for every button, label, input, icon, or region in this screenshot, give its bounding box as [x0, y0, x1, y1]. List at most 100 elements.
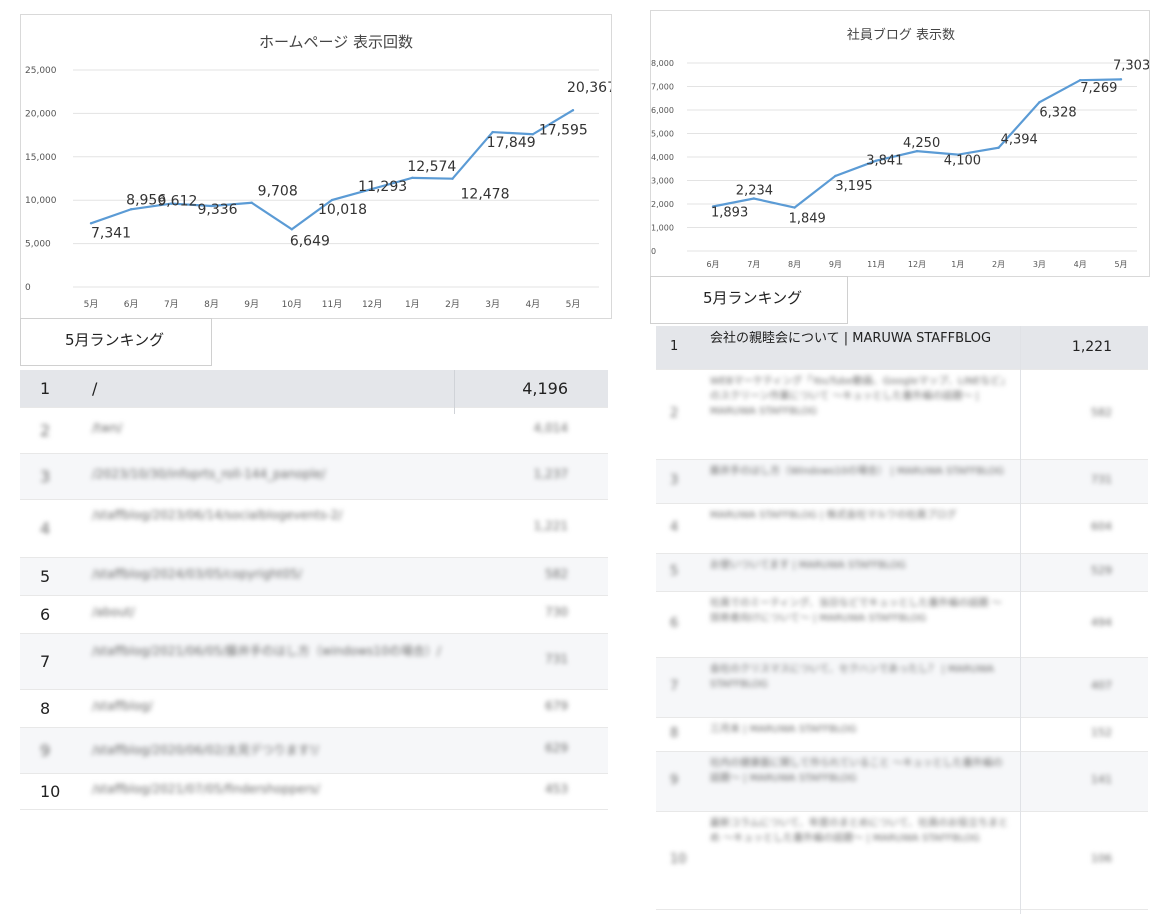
- ranking-rank: 8: [670, 726, 679, 741]
- ranking-path: /staffblog/2021/07/05/findershoppers/: [92, 782, 320, 796]
- ranking-row[interactable]: 9 社内の健康面に関して作られていること ～キュッとした番外編の話題～ | MAR…: [656, 752, 1148, 812]
- ranking-path: /staffblog/: [92, 699, 153, 713]
- blog-point: [793, 206, 796, 209]
- blog-point: [752, 197, 755, 200]
- ranking-row[interactable]: 7/staffblog/2021/06/05/藤井手のはし方（windows10…: [20, 634, 608, 690]
- home-data-label: 9,336: [198, 202, 238, 218]
- ranking-row[interactable]: 10 最新コラムについて、年度のまとめについて、社員のお役立ちまとめ ～キュッとし…: [656, 812, 1148, 910]
- ranking-row[interactable]: 2 WEBマーケティング「YouTube動画、Googleマップ、LINEなど」の…: [656, 370, 1148, 460]
- ranking-title: 最新コラムについて、年度のまとめについて、社員のお役立ちまとめ ～キュッとした番…: [710, 818, 1009, 844]
- ranking-value: 604: [1091, 520, 1112, 533]
- ranking-path: /2023/10/30/infoprts_roll-144_panople/: [92, 467, 326, 481]
- blog-x-tick: 12月: [908, 260, 926, 269]
- ranking-value: 582: [545, 567, 568, 581]
- blog-data-label: 2,234: [736, 184, 773, 199]
- ranking-rank: 4: [40, 519, 51, 538]
- blog-point: [1038, 101, 1041, 104]
- blog-views-svg: 社員ブログ 表示数 0 1,000 2,000 3,000 4,000 5,000 6,000…: [651, 27, 1150, 269]
- blog-data-label: 3,841: [866, 154, 903, 169]
- ranking-value: 407: [1091, 679, 1112, 692]
- home-point: [571, 109, 575, 112]
- ranking-title: MARUWA STAFFBLOG | 株式会社マルワの社員ブログ: [710, 510, 957, 521]
- ranking-rank: 1: [40, 379, 51, 398]
- ranking-row[interactable]: 5 お使いついてます | MARUWA STAFFBLOG 529: [656, 554, 1148, 592]
- ranking-row[interactable]: 1 会社の親睦会について | MARUWA STAFFBLOG 1,221: [656, 326, 1148, 370]
- right-ranking-tab[interactable]: 5月ランキング: [650, 276, 848, 324]
- ranking-row[interactable]: 8 三月末 | MARUWA STAFFBLOG 152: [656, 718, 1148, 752]
- home-x-tick: 5月: [566, 299, 581, 310]
- ranking-value: 141: [1091, 773, 1112, 786]
- ranking-value: 494: [1091, 616, 1112, 629]
- blog-data-label: 1,893: [711, 206, 748, 221]
- home-x-tick: 1月: [405, 299, 420, 310]
- home-point: [370, 187, 374, 191]
- ranking-rank: 10: [40, 782, 61, 801]
- blog-y-tick: 2,000: [651, 200, 674, 209]
- ranking-row[interactable]: 3/2023/10/30/infoprts_roll-144_panople/1…: [20, 454, 608, 500]
- ranking-row[interactable]: 10/staffblog/2021/07/05/findershoppers/4…: [20, 774, 608, 810]
- home-data-label: 7,341: [91, 225, 131, 241]
- ranking-row[interactable]: 7 会社のクリスマスについて、セクハンであったし？ | MARUWA STAFFB…: [656, 658, 1148, 718]
- home-point: [451, 177, 454, 180]
- home-data-label: 11,293: [358, 179, 407, 195]
- ranking-rank: 4: [670, 520, 679, 535]
- ranking-row[interactable]: 4 MARUWA STAFFBLOG | 株式会社マルワの社員ブログ 604: [656, 504, 1148, 554]
- blog-x-tick: 2月: [992, 260, 1005, 269]
- ranking-row[interactable]: 5/staffblog/2024/03/05/copyright05/582: [20, 558, 608, 596]
- blog-x-tick: 6月: [706, 260, 719, 269]
- ranking-rank: 10: [670, 852, 687, 867]
- ranking-value: 731: [1091, 473, 1112, 486]
- blog-data-label: 4,100: [944, 154, 981, 169]
- ranking-value: 529: [1091, 564, 1112, 577]
- blog-point: [1119, 78, 1123, 81]
- blog-point: [1079, 78, 1082, 82]
- ranking-row[interactable]: 8/staffblog/679: [20, 690, 608, 728]
- home-point: [531, 133, 535, 136]
- homepage-views-svg: ホームページ 表示回数 0 5,000 10,000 15,000 20,000 25,00…: [25, 33, 616, 310]
- home-point: [170, 202, 173, 205]
- left-ranking-tab[interactable]: 5月ランキング: [20, 318, 212, 366]
- blog-y-tick: 8,000: [651, 59, 674, 68]
- ranking-column-divider: [454, 370, 455, 414]
- blog-data-label: 7,269: [1080, 81, 1117, 96]
- ranking-row[interactable]: 4/staffblog/2023/06/14/socialblogevents-…: [20, 500, 608, 558]
- left-ranking-table: 1/4,196 2/twn/4,014 3/2023/10/30/infoprts_…: [20, 370, 608, 838]
- blog-point: [997, 146, 1000, 149]
- ranking-row[interactable]: 1 / 4,196: [20, 370, 608, 408]
- home-data-label: 9,708: [258, 184, 298, 200]
- ranking-row[interactable]: 3 藤井手のはし方（Windows10の場合） | MARUWA STAFFBLO…: [656, 460, 1148, 504]
- ranking-value: 4,014: [533, 421, 568, 435]
- blog-data-label: 1,849: [789, 212, 826, 227]
- ranking-value: 4,196: [522, 379, 568, 398]
- blog-x-tick: 5月: [1114, 260, 1127, 269]
- blog-point: [875, 159, 878, 162]
- home-x-tick: 4月: [525, 299, 540, 310]
- ranking-path: /about/: [92, 605, 135, 619]
- home-point: [89, 222, 93, 225]
- home-y-tick: 20,000: [25, 109, 57, 119]
- home-x-tick: 2月: [445, 299, 460, 310]
- ranking-path: /staffblog/2023/06/14/socialblogevents-2…: [92, 508, 343, 522]
- blog-data-label: 6,328: [1039, 105, 1076, 120]
- home-data-label: 12,574: [407, 159, 456, 175]
- ranking-row[interactable]: 9/staffblog/2020/06/02/太見デつります!/ 629: [20, 728, 608, 774]
- home-point: [411, 176, 414, 180]
- blog-point: [956, 153, 959, 156]
- blog-views-chart: 社員ブログ 表示数 0 1,000 2,000 3,000 4,000 5,000 6,000…: [650, 10, 1150, 277]
- blog-y-tick: 0: [651, 247, 656, 256]
- ranking-path: /twn/: [92, 421, 123, 435]
- ranking-row[interactable]: 6/about/730: [20, 596, 608, 634]
- home-y-tick: 10,000: [25, 196, 57, 206]
- ranking-row[interactable]: 2/twn/4,014: [20, 408, 608, 454]
- ranking-rank: 1: [670, 339, 679, 354]
- ranking-title: 三月末 | MARUWA STAFFBLOG: [710, 724, 857, 735]
- ranking-rank: 7: [40, 652, 51, 671]
- home-x-tick: 11月: [322, 299, 342, 310]
- blog-y-tick: 7,000: [651, 83, 674, 92]
- homepage-views-chart: ホームページ 表示回数 0 5,000 10,000 15,000 20,000 25,00…: [20, 14, 616, 319]
- ranking-rank: 9: [40, 741, 51, 760]
- blog-point: [915, 149, 919, 153]
- ranking-row[interactable]: 6 社員でのミーティング、当日などでキュッとした番外編の話題 ～技術者向けについて…: [656, 592, 1148, 658]
- home-x-tick: 9月: [244, 299, 259, 310]
- ranking-rank: 2: [670, 406, 679, 421]
